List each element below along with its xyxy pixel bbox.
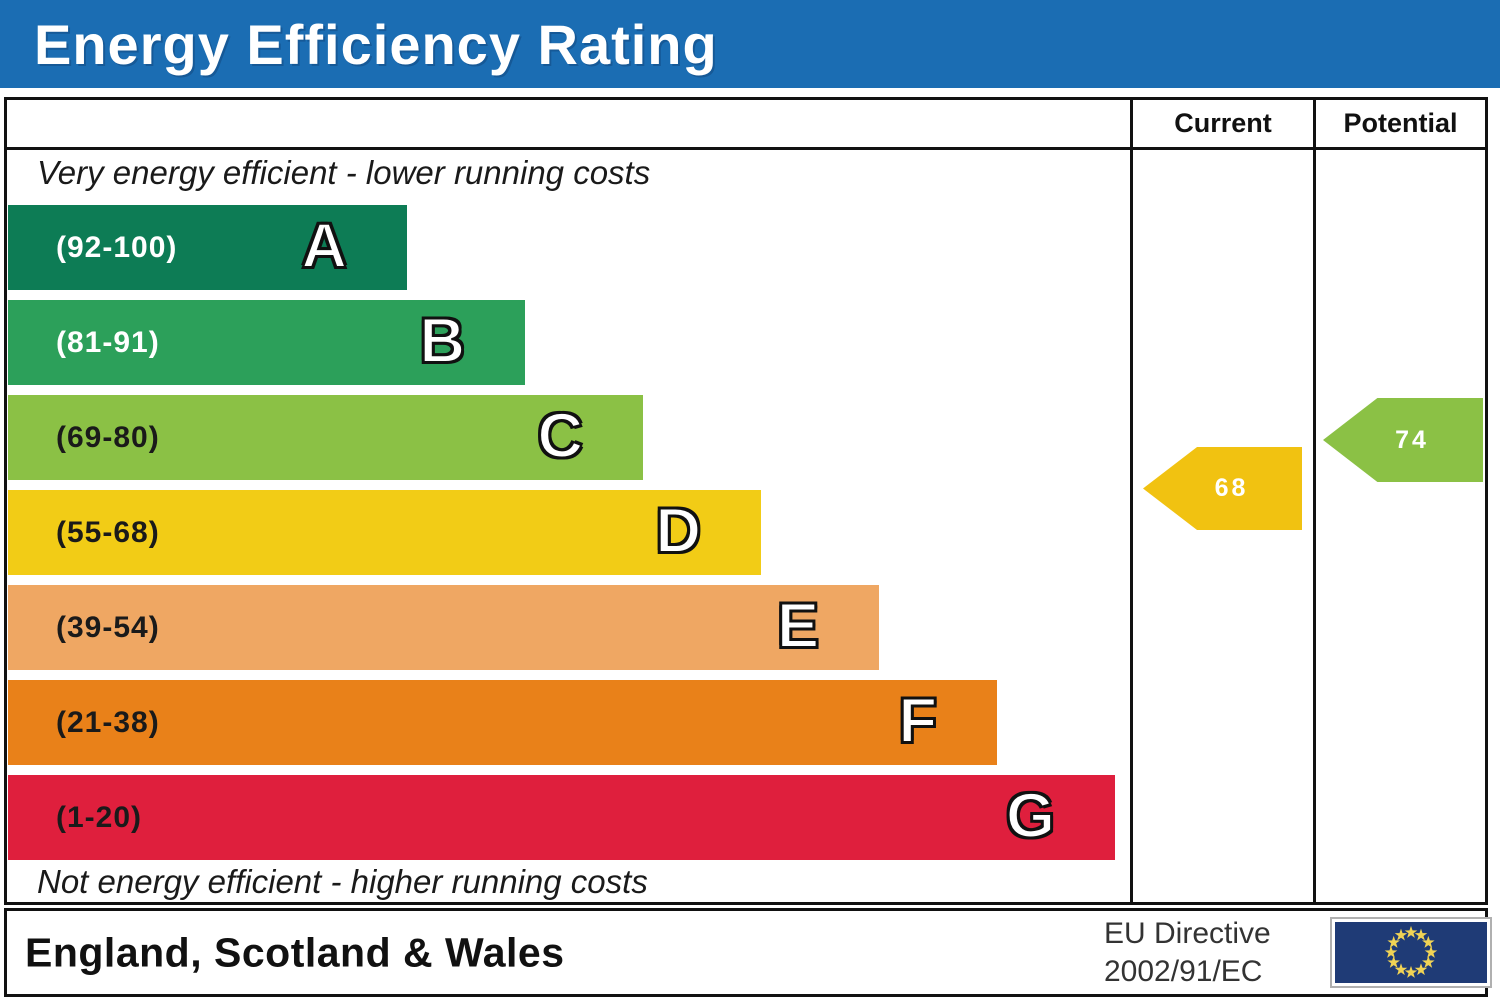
current-column-header: Current	[1174, 108, 1272, 138]
band-range: (1-20)	[56, 800, 143, 834]
band-range: (21-38)	[56, 705, 160, 739]
eu-directive-line1: EU Directive	[1104, 916, 1271, 950]
current-rating-arrow: 68	[1143, 447, 1302, 530]
band-row-d: (55-68) D	[8, 490, 761, 575]
eu-flag-stars	[1384, 925, 1438, 978]
band-letter: B	[419, 304, 466, 376]
current-rating-value: 68	[1214, 474, 1249, 502]
band-letter: D	[655, 494, 702, 566]
band-range: (55-68)	[56, 515, 160, 549]
band-row-f: (21-38) F	[8, 680, 997, 765]
potential-column-divider	[1313, 100, 1316, 902]
potential-rating-arrow: 74	[1323, 398, 1483, 482]
eu-flag-icon	[1330, 917, 1492, 988]
eu-flag-field	[1335, 922, 1487, 983]
band-letter: F	[898, 684, 939, 756]
band-row-c: (69-80) C	[8, 395, 643, 480]
band-row-g: (1-20) G	[8, 775, 1115, 860]
band-range: (69-80)	[56, 420, 160, 454]
rating-chart: Current Potential Very energy efficient …	[4, 97, 1488, 905]
band-letter: A	[301, 209, 348, 281]
title-banner: Energy Efficiency Rating	[0, 0, 1500, 88]
region-label: England, Scotland & Wales	[25, 929, 565, 975]
current-column-divider	[1130, 100, 1133, 902]
footer: England, Scotland & Wales EU Directive 2…	[4, 908, 1492, 997]
top-note: Very energy efficient - lower running co…	[37, 154, 651, 191]
eu-directive-label: EU Directive 2002/91/EC	[1104, 915, 1271, 991]
band-letter: G	[1005, 779, 1056, 851]
band-row-b: (81-91) B	[8, 300, 525, 385]
header-row-divider	[7, 147, 1485, 150]
band-range: (39-54)	[56, 610, 160, 644]
band-range: (92-100)	[56, 230, 178, 264]
band-letter: E	[776, 589, 820, 661]
band-row-a: (92-100) A	[8, 205, 407, 290]
potential-rating-value: 74	[1395, 425, 1429, 454]
eu-directive-line2: 2002/91/EC	[1104, 954, 1263, 988]
bottom-note: Not energy efficient - higher running co…	[37, 863, 648, 900]
page-title: Energy Efficiency Rating	[34, 12, 718, 76]
band-range: (81-91)	[56, 325, 160, 359]
band-letter: C	[537, 399, 584, 471]
band-row-e: (39-54) E	[8, 585, 879, 670]
potential-column-header: Potential	[1343, 108, 1458, 138]
